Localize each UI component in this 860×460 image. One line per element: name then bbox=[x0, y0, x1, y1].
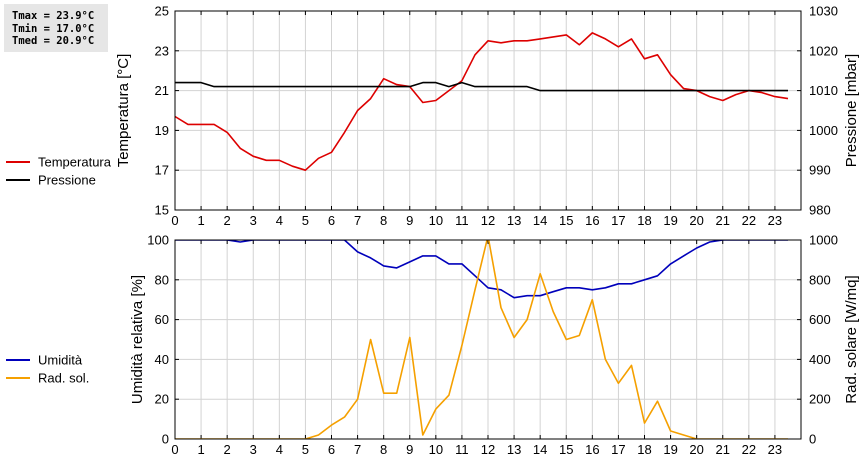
y-left-tick-label: 20 bbox=[155, 392, 169, 407]
x-tick-label: 8 bbox=[380, 442, 387, 457]
x-tick-label: 0 bbox=[171, 213, 178, 228]
x-tick-label: 10 bbox=[429, 213, 443, 228]
y-right-axis-title: Rad. solare [W/mq] bbox=[843, 275, 860, 403]
x-tick-label: 16 bbox=[585, 213, 599, 228]
y-left-tick-label: 60 bbox=[155, 312, 169, 327]
y-left-tick-label: 100 bbox=[147, 233, 169, 248]
x-tick-label: 3 bbox=[250, 213, 257, 228]
humidity-radiation-panel: 0 1 2 3 4 5 6 7 8 9 10 11 12 13 14 15 16 17 18 19 20 21 22 2302… bbox=[129, 233, 860, 458]
plot-frame bbox=[174, 10, 802, 211]
x-tick-label: 14 bbox=[533, 442, 547, 457]
y-right-tick-label: 1030 bbox=[809, 4, 838, 19]
x-tick-label: 7 bbox=[354, 213, 361, 228]
x-tick-label: 18 bbox=[637, 442, 651, 457]
y-right-axis-title: Pressione [mbar] bbox=[843, 54, 860, 167]
tmax-text: Tmax = 23.9°C bbox=[12, 10, 95, 22]
legend-bottom: Umidità Rad. sol. bbox=[6, 353, 89, 386]
y-left-tick-label: 19 bbox=[155, 123, 169, 138]
x-tick-label: 5 bbox=[302, 213, 309, 228]
x-tick-label: 13 bbox=[507, 213, 521, 228]
x-tick-label: 6 bbox=[328, 213, 335, 228]
x-tick-label: 4 bbox=[276, 213, 283, 228]
y-right-tick-label: 0 bbox=[809, 432, 816, 447]
y-left-tick-label: 40 bbox=[155, 352, 169, 367]
x-tick-label: 12 bbox=[481, 442, 495, 457]
x-tick-label: 22 bbox=[742, 442, 756, 457]
x-tick-label: 10 bbox=[429, 442, 443, 457]
x-tick-label: 21 bbox=[716, 442, 730, 457]
x-tick-label: 23 bbox=[768, 213, 782, 228]
series-line-umidit bbox=[175, 240, 788, 299]
x-tick-label: 13 bbox=[507, 442, 521, 457]
legend-label: Temperatura bbox=[38, 155, 112, 170]
x-tick-label: 20 bbox=[689, 442, 703, 457]
y-left-tick-label: 17 bbox=[155, 163, 169, 178]
x-tick-label: 17 bbox=[611, 213, 625, 228]
y-right-tick-label: 600 bbox=[809, 312, 831, 327]
x-tick-label: 19 bbox=[663, 213, 677, 228]
y-right-tick-label: 1000 bbox=[809, 123, 838, 138]
y-right-tick-label: 980 bbox=[809, 203, 831, 218]
x-tick-label: 3 bbox=[250, 442, 257, 457]
x-tick-label: 17 bbox=[611, 442, 625, 457]
x-tick-label: 23 bbox=[768, 442, 782, 457]
legend-label: Pressione bbox=[38, 173, 96, 188]
x-tick-label: 1 bbox=[197, 442, 204, 457]
y-right-tick-label: 1010 bbox=[809, 83, 838, 98]
y-left-axis-title: Temperatura [°C] bbox=[115, 54, 132, 168]
y-left-tick-label: 25 bbox=[155, 4, 169, 19]
y-right-tick-label: 990 bbox=[809, 163, 831, 178]
legend-label: Rad. sol. bbox=[38, 371, 89, 386]
legend-top: Temperatura Pressione bbox=[6, 155, 112, 188]
x-tick-label: 5 bbox=[302, 442, 309, 457]
y-right-tick-label: 400 bbox=[809, 352, 831, 367]
series-line-temperatura bbox=[175, 32, 789, 171]
tmed-text: Tmed = 20.9°C bbox=[12, 35, 95, 47]
x-tick-label: 18 bbox=[637, 213, 651, 228]
x-tick-label: 16 bbox=[585, 442, 599, 457]
y-left-tick-label: 15 bbox=[155, 203, 169, 218]
series-line-rad-sol bbox=[175, 240, 788, 439]
y-right-tick-label: 800 bbox=[809, 272, 831, 287]
y-left-tick-label: 21 bbox=[155, 83, 169, 98]
x-tick-label: 15 bbox=[559, 213, 573, 228]
x-tick-label: 15 bbox=[559, 442, 573, 457]
x-tick-label: 6 bbox=[328, 442, 335, 457]
y-left-tick-label: 0 bbox=[162, 432, 169, 447]
x-tick-label: 4 bbox=[276, 442, 283, 457]
y-right-tick-label: 1020 bbox=[809, 43, 838, 58]
x-tick-label: 19 bbox=[663, 442, 677, 457]
x-tick-label: 2 bbox=[224, 442, 231, 457]
x-tick-label: 1 bbox=[197, 213, 204, 228]
tmin-text: Tmin = 17.0°C bbox=[12, 22, 95, 35]
x-tick-label: 12 bbox=[481, 213, 495, 228]
legend-label: Umidità bbox=[38, 353, 83, 368]
x-tick-label: 14 bbox=[533, 213, 547, 228]
x-tick-label: 0 bbox=[171, 442, 178, 457]
y-left-tick-label: 23 bbox=[155, 43, 169, 58]
x-tick-label: 2 bbox=[224, 213, 231, 228]
x-tick-label: 11 bbox=[455, 213, 469, 228]
y-right-tick-label: 1000 bbox=[809, 233, 838, 248]
y-right-tick-label: 200 bbox=[809, 392, 831, 407]
x-tick-label: 22 bbox=[742, 213, 756, 228]
x-tick-label: 20 bbox=[689, 213, 703, 228]
x-tick-label: 7 bbox=[354, 442, 361, 457]
x-tick-label: 9 bbox=[406, 442, 413, 457]
x-tick-label: 8 bbox=[380, 213, 387, 228]
plot-frame bbox=[174, 239, 802, 440]
series-line-pressione bbox=[175, 81, 788, 92]
y-left-tick-label: 80 bbox=[155, 272, 169, 287]
x-tick-label: 21 bbox=[716, 213, 730, 228]
x-tick-label: 11 bbox=[455, 442, 469, 457]
x-tick-label: 9 bbox=[406, 213, 413, 228]
y-left-axis-title: Umidità relativa [%] bbox=[129, 275, 146, 404]
temperature-pressure-panel: 0 1 2 3 4 5 6 7 8 9 10 11 12 13 14 15 16 17 18 19 20 21 22 2315… bbox=[115, 4, 860, 229]
stats-box: Tmax = 23.9°C Tmin = 17.0°C Tmed = 20.9°… bbox=[4, 4, 108, 52]
